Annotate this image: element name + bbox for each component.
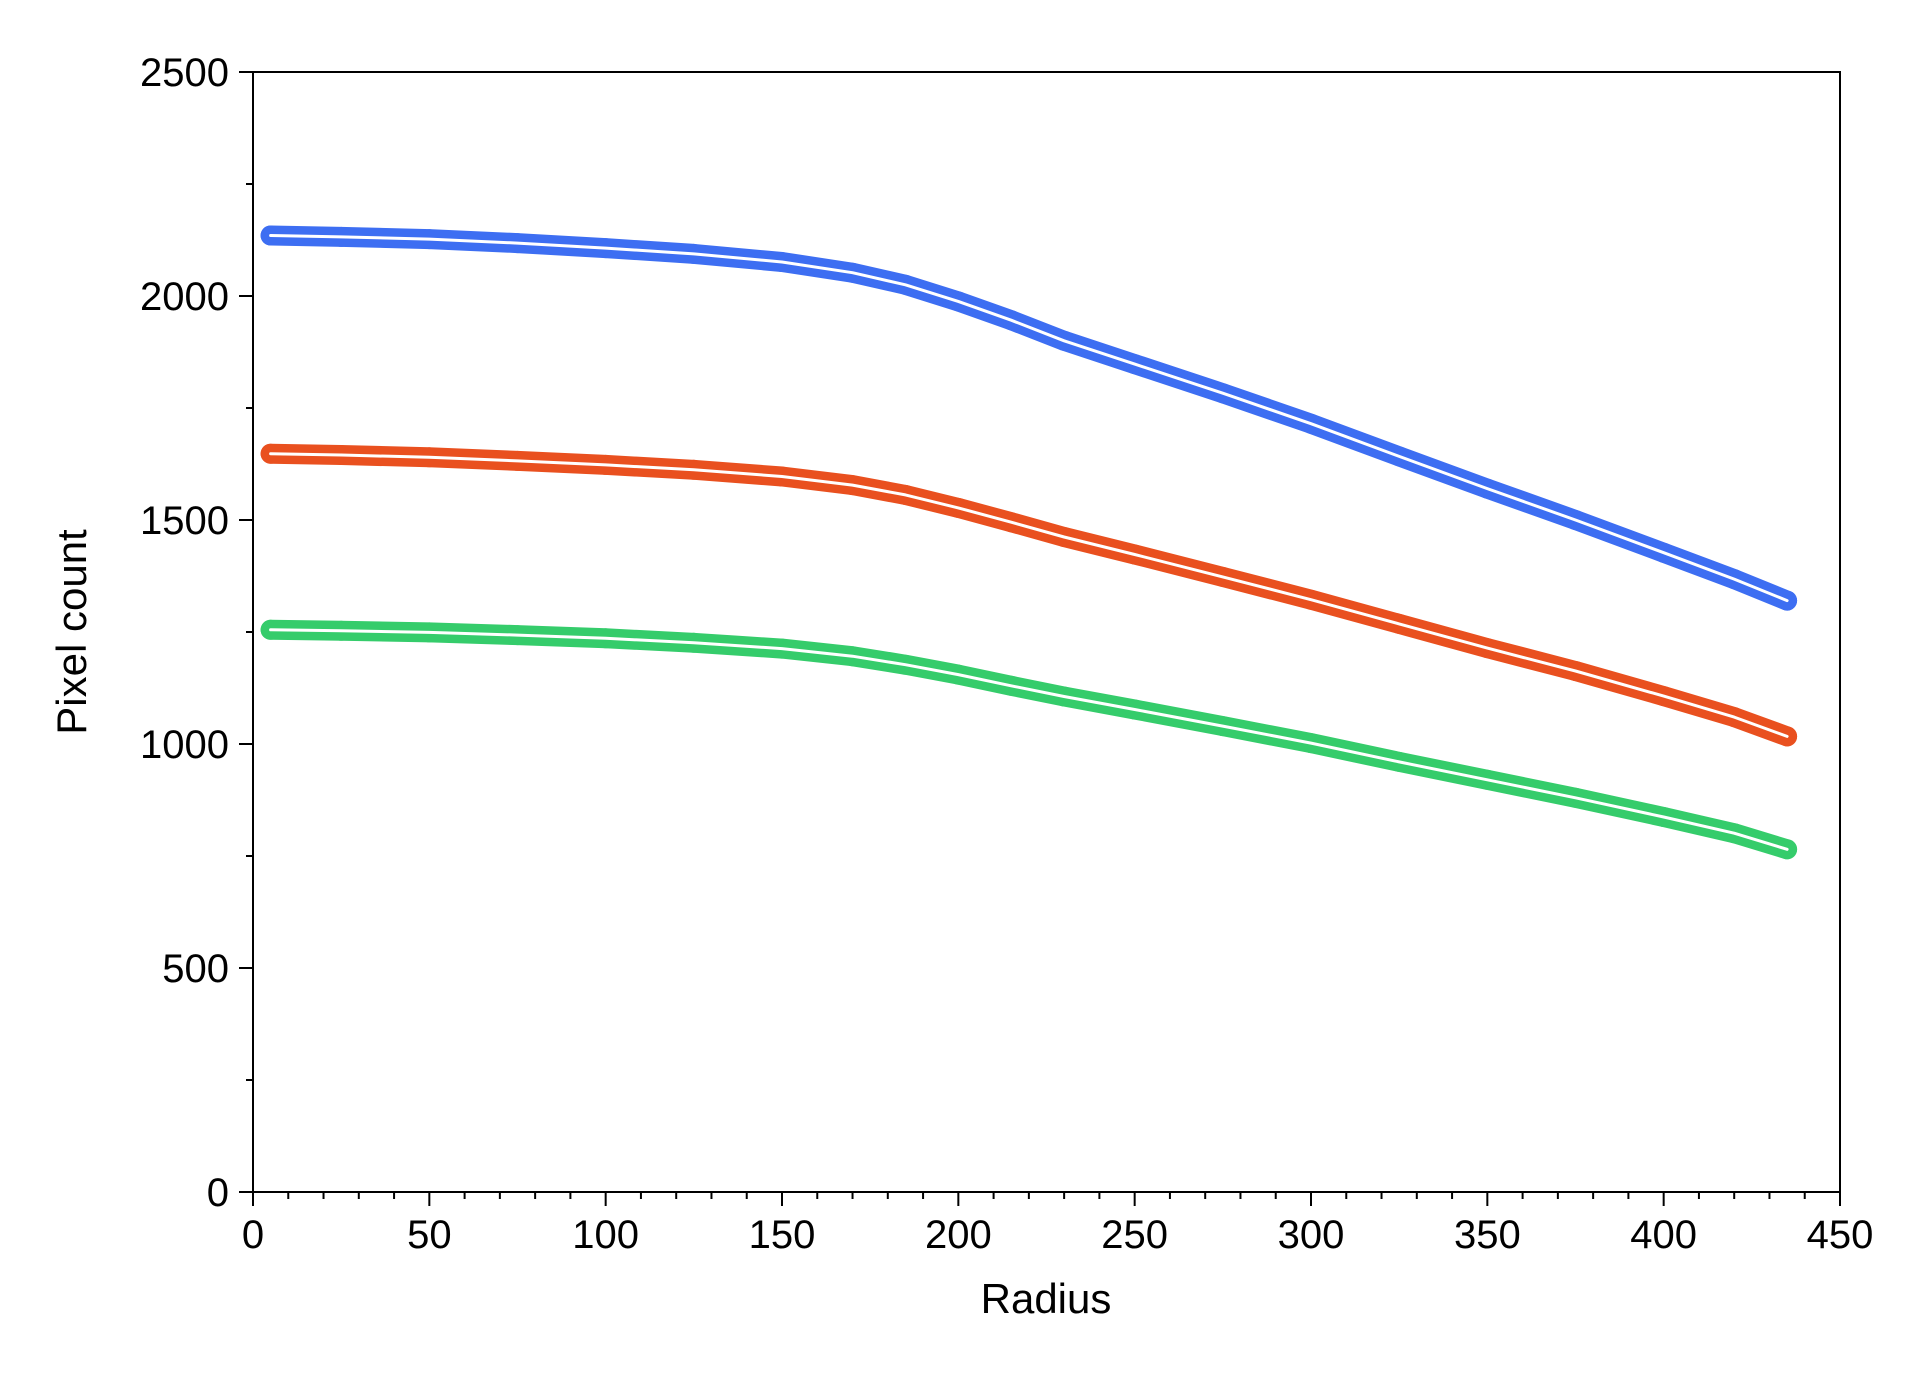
series-2 xyxy=(260,443,1798,747)
fit-line xyxy=(269,452,1789,738)
y-tick-label: 2500 xyxy=(140,51,229,95)
y-tick-label: 1500 xyxy=(140,499,229,543)
x-tick-label: 0 xyxy=(242,1213,264,1257)
y-axis-ticks: 0 500 1000 1500 2000 2500 xyxy=(140,51,253,1215)
series-1 xyxy=(260,225,1798,611)
fit-line xyxy=(269,628,1789,851)
y-tick-label: 0 xyxy=(207,1171,229,1215)
x-tick-label: 150 xyxy=(749,1213,816,1257)
y-axis-label: Pixel count xyxy=(48,529,95,735)
fit-lines-layer xyxy=(269,234,1789,851)
x-tick-label: 50 xyxy=(407,1213,452,1257)
y-tick-label: 1000 xyxy=(140,723,229,767)
x-tick-label: 450 xyxy=(1807,1213,1874,1257)
series-band xyxy=(260,225,1798,611)
x-tick-label: 250 xyxy=(1101,1213,1168,1257)
x-axis-ticks: 0 50 100 150 200 250 300 350 400 450 xyxy=(242,1192,1874,1257)
x-axis-label: Radius xyxy=(981,1275,1112,1322)
x-tick-label: 200 xyxy=(925,1213,992,1257)
y-tick-label: 500 xyxy=(162,947,229,991)
series-layer xyxy=(260,225,1798,860)
fit-line xyxy=(269,234,1789,603)
x-tick-label: 100 xyxy=(572,1213,639,1257)
y-tick-label: 2000 xyxy=(140,275,229,319)
series-3 xyxy=(260,619,1798,860)
x-tick-label: 350 xyxy=(1454,1213,1521,1257)
x-tick-label: 400 xyxy=(1630,1213,1697,1257)
x-tick-label: 300 xyxy=(1278,1213,1345,1257)
